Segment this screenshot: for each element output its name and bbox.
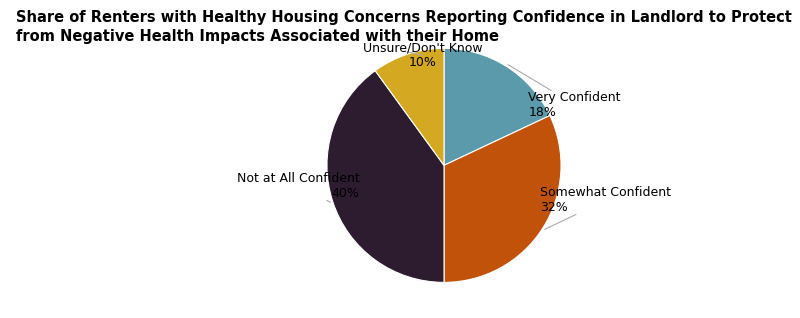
Text: Very Confident
18%: Very Confident 18% [508, 65, 621, 119]
Wedge shape [327, 71, 444, 282]
Wedge shape [444, 48, 550, 165]
Text: Unsure/Don't Know
10%: Unsure/Don't Know 10% [363, 41, 482, 69]
Text: Not at All Confident
40%: Not at All Confident 40% [237, 172, 360, 202]
Wedge shape [444, 115, 561, 282]
Text: Share of Renters with Healthy Housing Concerns Reporting Confidence in Landlord : Share of Renters with Healthy Housing Co… [16, 10, 792, 44]
Text: Somewhat Confident
32%: Somewhat Confident 32% [540, 186, 671, 229]
Wedge shape [375, 48, 444, 165]
